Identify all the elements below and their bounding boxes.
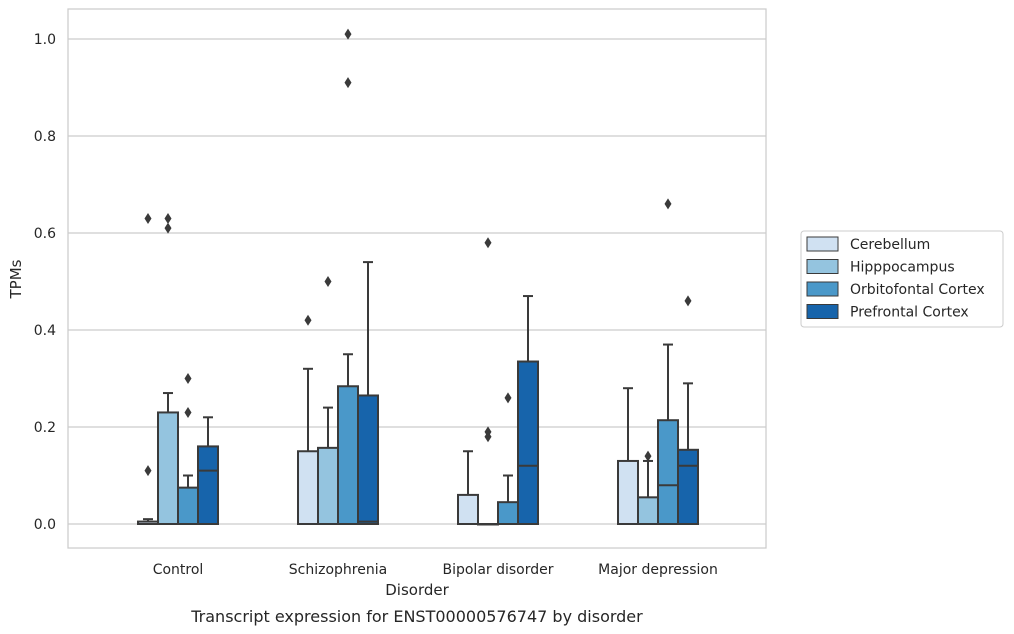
y-tick-labels: 0.0 0.2 0.4 0.6 0.8 1.0: [34, 32, 56, 533]
box-rect: [317, 446, 339, 526]
box-prefrontal-cortex: [517, 295, 539, 525]
y-tick-label: 1.0: [34, 32, 56, 48]
legend-label: Cerebellum: [850, 237, 930, 253]
box-cerebellum: [297, 314, 319, 525]
box-rect: [637, 496, 659, 526]
outlier-point: [644, 450, 652, 462]
box-prefrontal-cortex: [357, 261, 379, 525]
legend-label: Orbitofontal Cortex: [850, 282, 985, 298]
legend-label: Hipppocampus: [850, 260, 955, 276]
outlier-point: [164, 222, 172, 234]
x-tick-label: Bipolar disorder: [442, 562, 553, 578]
y-tick-label: 0.0: [34, 517, 56, 533]
outlier-point: [684, 295, 692, 307]
outlier-point: [664, 198, 672, 210]
box-rect: [517, 360, 539, 525]
box-rect: [617, 459, 639, 526]
box-rect: [457, 493, 479, 525]
box-rect: [497, 501, 519, 525]
box-prefrontal-cortex: [197, 416, 219, 525]
box-rect: [197, 445, 219, 525]
y-tick-label: 0.2: [34, 420, 56, 436]
legend-swatch: [806, 304, 839, 319]
box-orbitofontal-cortex: [657, 198, 679, 525]
outlier-point: [144, 465, 152, 477]
outlier-point: [504, 392, 512, 404]
box-cerebellum: [617, 387, 639, 526]
y-tick-label: 0.4: [34, 323, 56, 339]
x-tick-labels: Control Schizophrenia Bipolar disorder Majo…: [153, 562, 718, 578]
outlier-point: [344, 77, 352, 89]
x-tick-label: Major depression: [598, 562, 718, 578]
box-orbitofontal-cortex: [337, 28, 359, 526]
box-prefrontal-cortex: [677, 295, 699, 526]
x-axis-label: Disorder: [385, 581, 449, 599]
chart-caption: Transcript expression for ENST0000057674…: [190, 607, 643, 626]
legend-swatch: [806, 281, 839, 297]
legend-frame: [800, 230, 1004, 328]
box-cerebellum: [457, 450, 479, 525]
box-rect: [337, 385, 359, 526]
plot-frame: [67, 8, 767, 549]
legend: Cerebellum Hipppocampus Orbitofontal Corte…: [800, 230, 1004, 328]
x-tick-label: Control: [153, 562, 204, 578]
outlier-point: [324, 276, 332, 287]
box-rect: [657, 419, 679, 525]
y-axis-label: TPMs: [7, 259, 25, 299]
outlier-point: [164, 212, 172, 224]
outlier-point: [304, 314, 312, 326]
box-rect: [297, 450, 319, 525]
y-tick-label: 0.8: [34, 129, 56, 145]
box-rect: [177, 486, 199, 525]
box-orbitofontal-cortex: [497, 392, 519, 525]
box-hipppocampus: [317, 276, 339, 526]
y-tick-label: 0.6: [34, 226, 56, 242]
box-hipppocampus: [477, 237, 499, 526]
outlier-point: [484, 426, 492, 438]
outlier-point: [484, 237, 492, 249]
outlier-point: [184, 406, 192, 418]
x-tick-label: Schizophrenia: [289, 562, 387, 578]
outlier-point: [184, 373, 192, 384]
box-rect: [677, 448, 699, 526]
box-rect: [357, 394, 379, 525]
legend-swatch: [806, 236, 839, 252]
box-layer: [137, 28, 699, 526]
box-hipppocampus: [157, 212, 179, 526]
legend-swatch: [806, 259, 839, 274]
outlier-point: [144, 212, 152, 224]
outlier-point: [344, 28, 352, 40]
legend-label: Prefrontal Cortex: [850, 305, 969, 321]
box-rect: [157, 411, 179, 526]
box-cerebellum: [137, 212, 159, 526]
